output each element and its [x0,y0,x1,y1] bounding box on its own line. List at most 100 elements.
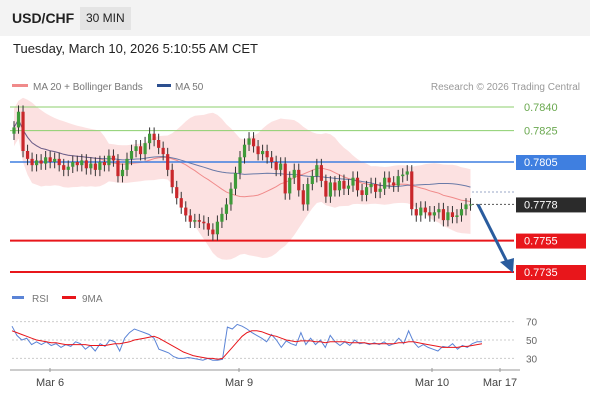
candle-body [274,162,278,170]
candle-body [297,169,301,191]
candle-body [310,176,314,184]
candle-body [62,165,66,170]
x-tick-Mar-10: Mar 10 [415,377,449,389]
candle-body [220,213,224,222]
candle-body [468,204,473,206]
candle-body [129,151,134,159]
candle-body [224,204,229,214]
x-tick-Mar-17: Mar 17 [483,377,517,389]
legend-9ma-label: 9MA [82,294,103,305]
legend-9ma-swatch [62,296,76,299]
candle-body [306,184,310,205]
candle-body [35,160,39,166]
level-tag-0.7755 [516,233,586,249]
rsi-tick-30: 30 [526,354,538,365]
candle-body [206,223,210,230]
timeframe-button[interactable]: 30 MIN [80,7,131,30]
candle-body [432,212,436,216]
x-tick-Mar-6: Mar 6 [36,377,64,389]
candle-body [161,147,165,155]
candle-body [396,176,400,186]
symbol-label: USD/CHF [12,10,75,26]
candle-body [410,171,414,210]
candle-body [80,160,84,166]
legend-rsi-label: RSI [32,294,49,305]
candle-body [215,221,219,235]
candle-body [270,157,274,162]
candle-body [319,165,323,181]
candle-body [256,146,260,155]
candle-body [459,209,464,216]
candle-body [84,160,88,169]
rsi-tick-50: 50 [526,336,538,347]
candle-body [188,215,192,222]
candle-body [238,157,242,173]
candle-body [364,187,369,195]
candle-body [175,187,179,199]
candle-body [211,229,215,235]
candle-body [355,177,360,191]
candle-body [378,188,382,192]
level-label-0.7825: 0.7825 [524,126,558,138]
candle-body [288,177,292,194]
level-label-0.7735: 0.7735 [524,267,558,279]
candle-body [423,207,427,213]
candle-body [98,162,102,170]
candle-body [30,158,34,166]
candle-body [12,127,16,134]
candle-body [125,158,129,170]
level-tag-0.7735 [516,265,586,280]
candle-body [324,180,328,197]
candle-body [446,212,450,221]
candle-body [261,151,265,155]
candle-body [179,198,183,208]
ma50-line [13,118,471,188]
candle-body [401,174,405,177]
candle-body [134,146,138,151]
candle-body [328,182,332,197]
level-tag-0.7805 [516,155,586,170]
candle-body [202,221,206,224]
rsi-ma-line [11,330,483,360]
candle-body [57,158,61,166]
candle-body [193,220,197,222]
candle-body [242,144,247,158]
candle-body [419,207,423,216]
candle-body [170,169,174,188]
legend-ma20-swatch [12,84,28,87]
candle-body [428,212,432,216]
candle-body [44,157,48,164]
bollinger-band [14,97,471,260]
candle-body [405,171,409,175]
level-label-0.7805: 0.7805 [524,157,558,169]
candle-body [71,162,75,167]
candle-body [66,166,70,170]
level-label-0.7755: 0.7755 [524,236,558,248]
level-tag-0.7778 [516,197,586,213]
candle-body [197,220,201,222]
candle-body [184,207,188,216]
candle-body [25,151,30,159]
candle-body [143,143,147,155]
candle-body [337,180,342,191]
candle-body [152,133,156,140]
candle-body [138,146,143,155]
candle-body [166,154,170,170]
candle-body [374,184,378,192]
candle-body [369,184,373,188]
level-label-0.7778: 0.7778 [524,199,558,211]
candle-body [464,204,468,210]
legend-ma50-swatch [157,84,171,87]
candle-body [292,169,296,178]
candle-body [437,209,441,213]
candle-body [455,215,459,217]
candle-body [387,177,391,183]
candle-body [333,182,337,191]
candle-body [16,111,21,128]
candle-body [414,209,418,216]
candle-body [247,138,251,145]
legend-ma20-label: MA 20 + Bollinger Bands [33,82,143,93]
candle-body [53,158,57,162]
candle-body [229,188,233,205]
